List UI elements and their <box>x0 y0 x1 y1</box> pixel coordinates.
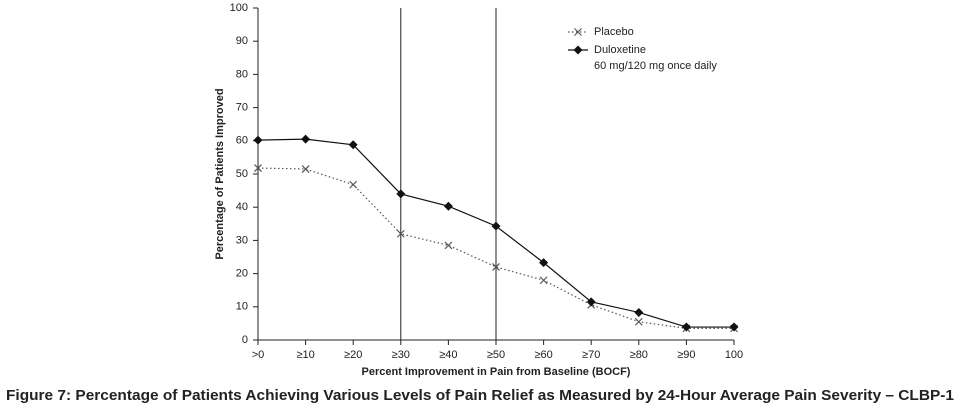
x-tick-label: ≥20 <box>344 349 362 361</box>
x-tick-label: ≥40 <box>439 349 457 361</box>
point-marker <box>586 297 596 307</box>
point-marker <box>491 221 501 231</box>
point-marker <box>349 180 358 189</box>
legend-marker <box>574 28 582 36</box>
y-tick-label: 20 <box>236 268 248 280</box>
point-marker <box>539 276 548 285</box>
y-tick-label: 40 <box>236 201 248 213</box>
point-marker <box>396 229 405 238</box>
point-marker <box>348 140 358 150</box>
point-marker <box>729 322 739 332</box>
point-marker <box>301 165 310 173</box>
x-tick-label: ≥50 <box>487 349 505 361</box>
chart-caption: Figure 7: Percentage of Patients Achievi… <box>6 388 954 404</box>
y-tick-label: 60 <box>236 135 248 147</box>
legend-label: Placebo <box>594 26 634 38</box>
x-tick-label: ≥80 <box>630 349 648 361</box>
point-marker <box>634 317 643 326</box>
y-tick-label: 90 <box>236 35 248 47</box>
point-marker <box>443 201 453 211</box>
x-axis-label: Percent Improvement in Pain from Baselin… <box>362 366 631 378</box>
legend-note: 60 mg/120 mg once daily <box>594 60 717 72</box>
point-marker <box>396 189 406 199</box>
y-tick-label: 50 <box>236 168 248 180</box>
point-marker <box>492 263 500 271</box>
x-tick-label: ≥10 <box>296 349 314 361</box>
y-tick-label: 0 <box>242 334 248 346</box>
y-tick-label: 100 <box>230 2 248 14</box>
y-tick-label: 10 <box>236 301 248 313</box>
x-tick-label: 100 <box>725 349 743 361</box>
legend-marker <box>573 45 583 55</box>
x-tick-label: ≥30 <box>392 349 410 361</box>
legend-label: Duloxetine <box>594 44 646 56</box>
point-marker <box>539 258 549 268</box>
x-tick-label: ≥60 <box>534 349 552 361</box>
point-marker <box>301 134 311 144</box>
x-tick-label: ≥90 <box>677 349 695 361</box>
point-marker <box>254 164 262 172</box>
y-axis-label: Percentage of Patients Improved <box>214 88 226 259</box>
point-marker <box>444 241 453 250</box>
point-marker <box>681 322 691 332</box>
series-line <box>257 167 734 329</box>
y-tick-label: 80 <box>236 68 248 80</box>
point-marker <box>634 307 644 317</box>
point-marker <box>253 135 263 145</box>
y-tick-label: 70 <box>236 102 248 114</box>
x-tick-label: >0 <box>252 349 265 361</box>
y-tick-label: 30 <box>236 234 248 246</box>
x-tick-label: ≥70 <box>582 349 600 361</box>
